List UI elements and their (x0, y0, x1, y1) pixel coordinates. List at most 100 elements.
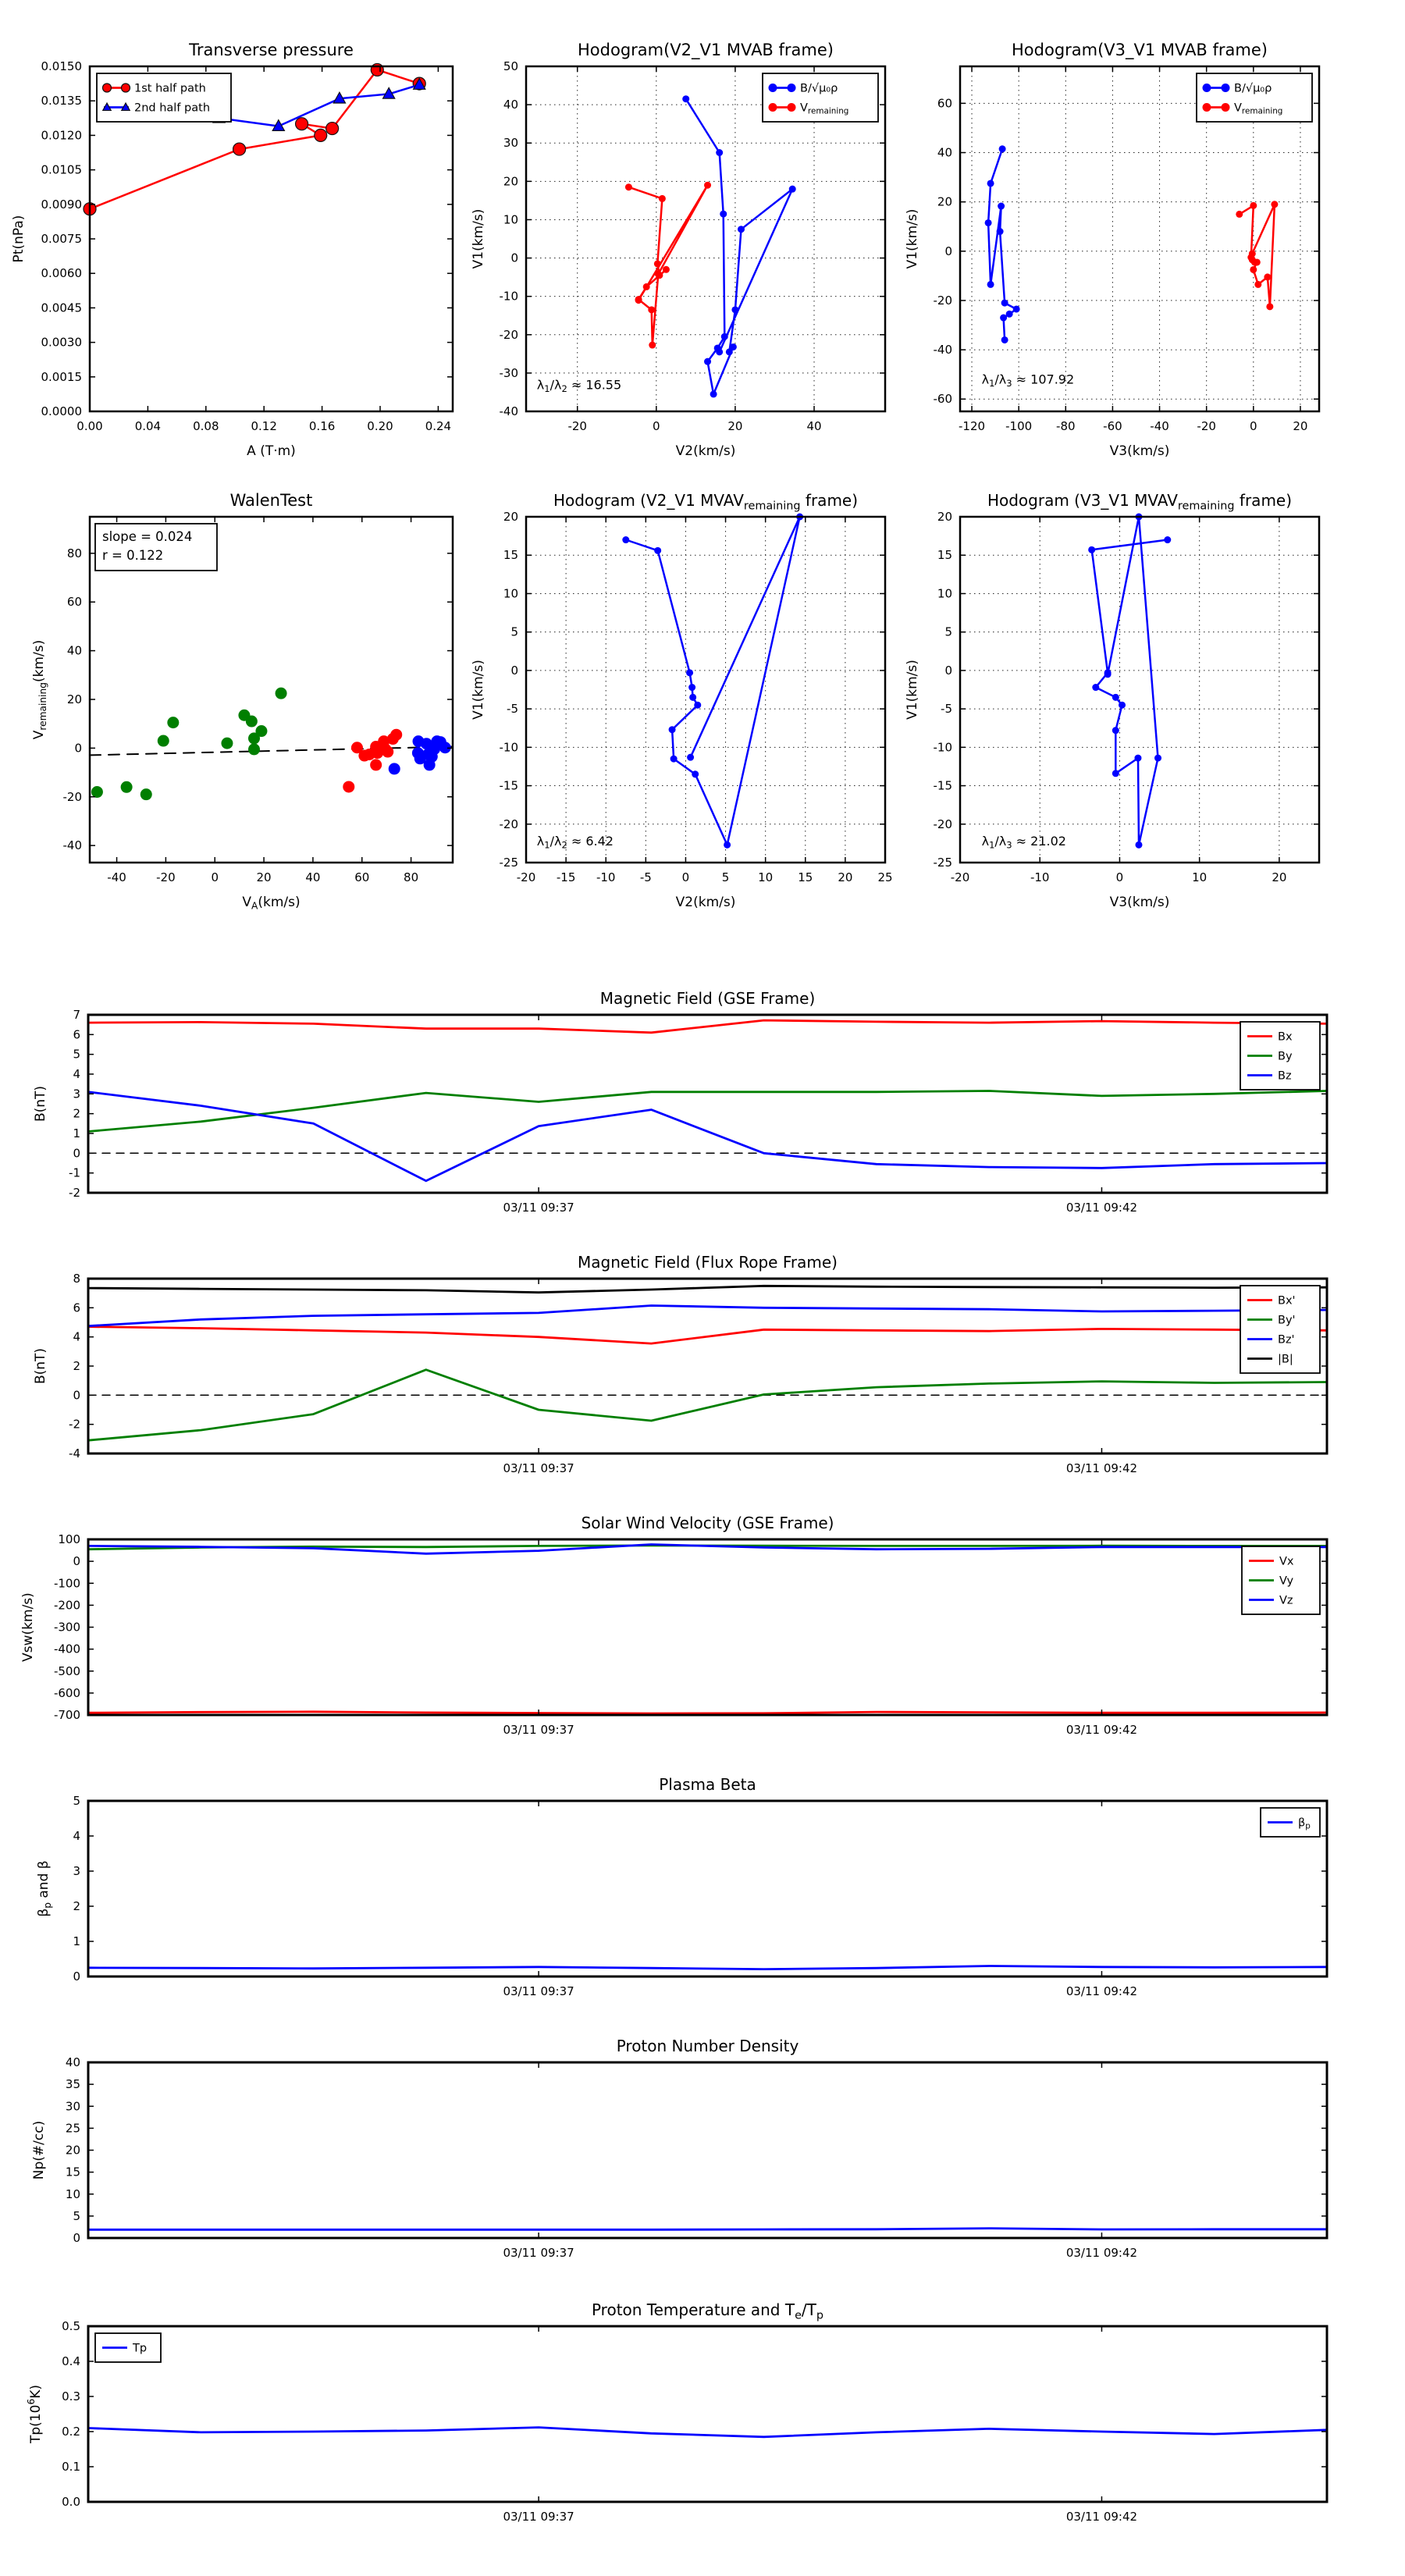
x-tick-label: 10 (1192, 870, 1207, 884)
y-tick-label: -1 (69, 1166, 80, 1180)
legend: Vx Vy Vz (1241, 1546, 1321, 1615)
y-tick-label: 0 (73, 2231, 80, 2245)
y-tick-label: 0 (510, 251, 518, 265)
y-tick-label: -25 (500, 856, 519, 870)
panel-hodogram-v2v1-mvav: -20 -15 -10 -5 0 5 10 15 20 25 -25 -20 -15 -10 -5 0 5 10 1… (471, 491, 893, 910)
y-axis-label: B(nT) (33, 1348, 48, 1384)
y-tick-label: 10 (937, 586, 952, 600)
legend-label: By (1278, 1051, 1293, 1063)
y-tick-label: 0.0105 (41, 163, 83, 177)
axes-frame (87, 1799, 1329, 1978)
legend: Bx' By' Bz' |B| (1240, 1285, 1321, 1374)
point-marker (716, 149, 724, 156)
y-tick-label: 40 (937, 146, 952, 160)
chart-hodogram-v2v1-mvav: -20 -15 -10 -5 0 5 10 15 20 25-25-20-15-10-505101… (471, 491, 893, 910)
series-v-remaining (1236, 201, 1279, 311)
y-tick-label: 1 (73, 1126, 80, 1140)
panel-plasma-beta: 03/11 09:37 03/11 09:42 0 1 2 3 4 5 Plasma Beta β… (36, 1775, 1329, 1998)
y-tick-label: 25 (66, 2121, 80, 2135)
y-tick-label: 60 (937, 96, 952, 110)
point-marker (662, 265, 670, 273)
y-tick-label: -10 (500, 290, 519, 304)
y-axis-label: Np(#/cc) (31, 2121, 47, 2179)
x-tick-label: -20 (156, 870, 176, 884)
legend: Tp (94, 2332, 162, 2363)
y-tick-label: 0 (74, 741, 82, 755)
chart-title: Hodogram (V2_V1 MVAVremaining frame) (553, 491, 858, 512)
x-tick-label: 03/11 09:37 (503, 2510, 574, 2524)
point-marker (654, 546, 662, 554)
y-tick-label: 0 (944, 244, 952, 258)
series-by' (87, 1368, 1329, 1442)
point-marker (1266, 303, 1274, 311)
point-marker (716, 348, 724, 356)
chart-transverse-pressure: 0.00 0.04 0.08 0.12 0.16 0.20 0.24 0.0000 0.0015… (11, 41, 454, 459)
y-tick-label: 4 (73, 1829, 80, 1843)
chart-title: WalenTest (230, 491, 313, 510)
y-tick-label: 20 (503, 510, 518, 524)
annotation-text: λ1/λ2 ≈ 16.55 (537, 377, 621, 394)
point-marker (724, 841, 731, 849)
series-bx' (87, 1325, 1329, 1345)
point-marker (720, 210, 727, 218)
x-tick-label: 03/11 09:42 (1066, 1461, 1137, 1475)
y-tick-label: -100 (54, 1576, 80, 1590)
series-v-remaining (624, 181, 712, 349)
y-tick-label: 3 (73, 1864, 80, 1878)
x-axis-label: V2(km/s) (676, 895, 736, 910)
point-marker (642, 283, 650, 290)
chart-title: Solar Wind Velocity (GSE Frame) (582, 1514, 834, 1532)
y-tick-label: 0.0150 (41, 59, 83, 73)
point-marker (388, 763, 400, 775)
y-tick-label: 0 (73, 1554, 80, 1568)
point-marker (167, 717, 180, 729)
legend-label: Tp (132, 2343, 147, 2355)
y-tick-label: -40 (500, 404, 519, 418)
point-marker (1119, 701, 1126, 709)
series-vx (87, 1710, 1329, 1715)
annotation-box (94, 522, 218, 571)
point-marker (704, 181, 712, 189)
point-marker (729, 343, 737, 350)
point-marker (1254, 280, 1262, 288)
point-marker (1000, 314, 1008, 322)
y-tick-label: -20 (500, 817, 519, 831)
point-marker (768, 84, 777, 92)
chart-title: Hodogram(V2_V1 MVAB frame) (578, 41, 834, 60)
x-tick-label: 03/11 09:42 (1066, 2246, 1137, 2260)
legend-label: Vremaining (800, 102, 848, 116)
chart-plasma-beta: 03/11 09:37 03/11 09:42 0 1 2 3 4 5 Plasma Beta β… (36, 1775, 1329, 1998)
point-marker (682, 95, 690, 103)
y-tick-label: 20 (937, 510, 952, 524)
point-marker (157, 735, 169, 747)
y-tick-label: 0 (944, 664, 952, 678)
y-tick-label: 20 (937, 195, 952, 209)
point-marker (725, 348, 733, 356)
legend-label: B/√μ₀ρ (1234, 83, 1272, 95)
y-tick-label: 1 (73, 1934, 80, 1948)
point-marker (314, 128, 328, 143)
legend-box (762, 73, 879, 123)
x-tick-label: -60 (1103, 419, 1122, 433)
y-tick-label: 80 (67, 546, 82, 560)
y-tick-label: 20 (67, 692, 82, 706)
point-marker (1112, 770, 1119, 777)
y-axis-label: V1(km/s) (471, 660, 486, 720)
annotation-text: slope = 0.024 (102, 529, 192, 544)
point-marker (998, 202, 1005, 210)
point-marker (788, 185, 796, 193)
x-tick-label: 03/11 09:37 (503, 1201, 574, 1215)
y-tick-label: 8 (73, 1272, 80, 1286)
x-axis-label: V3(km/s) (1110, 443, 1170, 459)
y-tick-label: 4 (73, 1330, 80, 1344)
y-axis-label: V1(km/s) (471, 209, 486, 269)
axes-frame (87, 1538, 1329, 1717)
point-marker (101, 83, 112, 93)
x-tick-label: -20 (517, 870, 536, 884)
x-tick-label: 40 (305, 870, 320, 884)
y-tick-label: -500 (54, 1664, 80, 1678)
y-tick-label: 0.0090 (41, 197, 83, 212)
chart-magnetic-field-gse: 03/11 09:37 03/11 09:42 -2 -1 0 1 2 3 4 5 6 7 Magnet… (33, 989, 1329, 1215)
y-tick-label: -2 (69, 1418, 80, 1432)
legend-label: 2nd half path (134, 102, 210, 115)
